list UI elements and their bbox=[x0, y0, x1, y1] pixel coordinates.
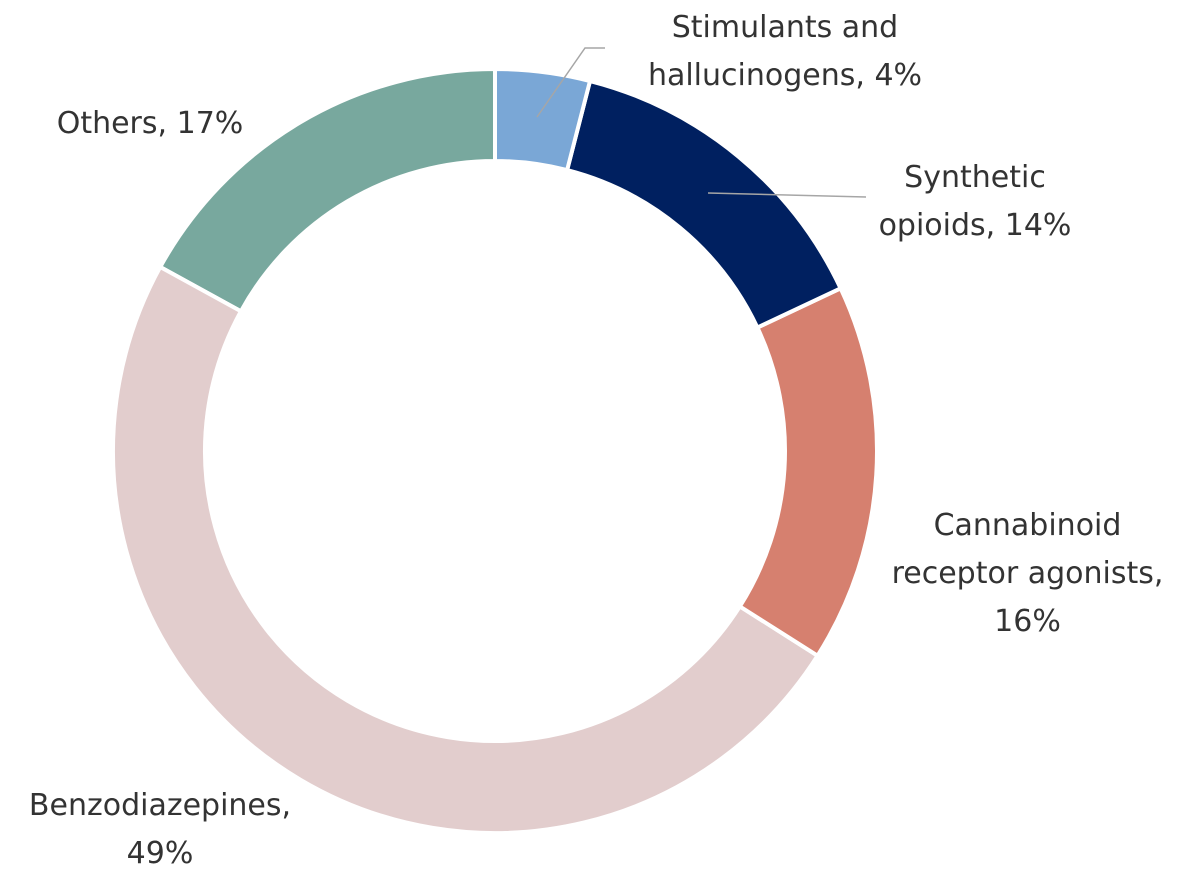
category-label: Others, bbox=[56, 106, 168, 141]
donut-slice bbox=[564, 78, 844, 331]
leader-line bbox=[707, 192, 867, 198]
slice-label: Others, 17% bbox=[20, 100, 280, 148]
slice-label: Benzodiazepines, 49% bbox=[10, 782, 310, 878]
value-label: 17% bbox=[176, 106, 244, 141]
slice-label: Stimulants and hallucinogens, 4% bbox=[635, 4, 935, 100]
slice-label: Synthetic opioids, 14% bbox=[845, 154, 1105, 250]
category-label: Stimulants and hallucinogens, bbox=[647, 10, 899, 93]
value-label: 4% bbox=[874, 58, 923, 93]
value-label: 49% bbox=[126, 836, 194, 871]
value-label: 16% bbox=[994, 604, 1061, 639]
donut-slice bbox=[737, 285, 879, 659]
category-label: Synthetic opioids, bbox=[878, 160, 1046, 243]
category-label: Cannabinoid receptor agonists, bbox=[891, 508, 1164, 591]
donut-slice bbox=[111, 264, 821, 835]
value-label: 14% bbox=[1004, 208, 1072, 243]
leader-line bbox=[536, 47, 605, 118]
category-label: Benzodiazepines, bbox=[28, 788, 292, 823]
donut-slice bbox=[493, 66, 593, 173]
slice-label: Cannabinoid receptor agonists, 16% bbox=[885, 502, 1170, 646]
